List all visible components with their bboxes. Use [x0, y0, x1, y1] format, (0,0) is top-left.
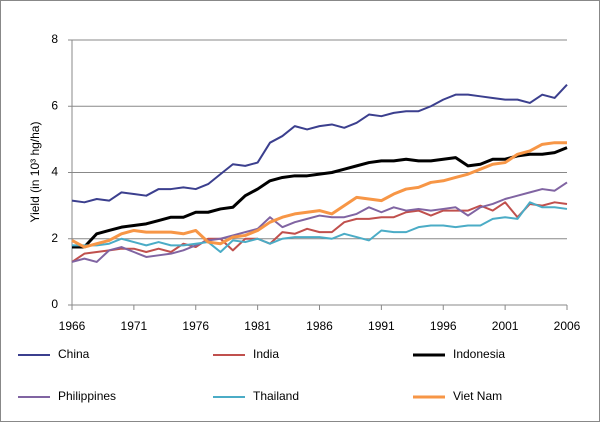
legend-label: Philippines	[58, 389, 116, 403]
y-tick-label: 6	[51, 98, 58, 112]
series-line	[71, 181, 568, 263]
y-tick-label: 2	[51, 231, 58, 245]
x-tick-label: 1966	[59, 319, 86, 333]
legend-label: Viet Nam	[453, 389, 502, 403]
series-line	[71, 141, 567, 249]
series-line	[71, 201, 568, 263]
y-tick-label: 0	[51, 297, 58, 311]
y-tick-label: 4	[51, 165, 58, 179]
legend-label: India	[253, 347, 279, 361]
x-tick-label: 1976	[182, 319, 209, 333]
series-line	[72, 146, 568, 249]
y-tick-label: 8	[51, 32, 58, 46]
legend-label: China	[58, 347, 90, 361]
x-tick-label: 2006	[554, 319, 581, 333]
legend-label: Thailand	[253, 389, 299, 403]
y-axis-label: Yield (in 10³ hg/ha)	[28, 122, 42, 223]
x-tick-label: 1981	[244, 319, 271, 333]
legend-label: Indonesia	[453, 347, 505, 361]
x-tick-label: 1971	[121, 319, 148, 333]
x-tick-label: 1996	[430, 319, 457, 333]
series-line	[71, 84, 568, 204]
x-tick-label: 1991	[368, 319, 395, 333]
x-tick-label: 2001	[492, 319, 519, 333]
series-line	[72, 201, 568, 253]
x-tick-label: 1986	[306, 319, 333, 333]
